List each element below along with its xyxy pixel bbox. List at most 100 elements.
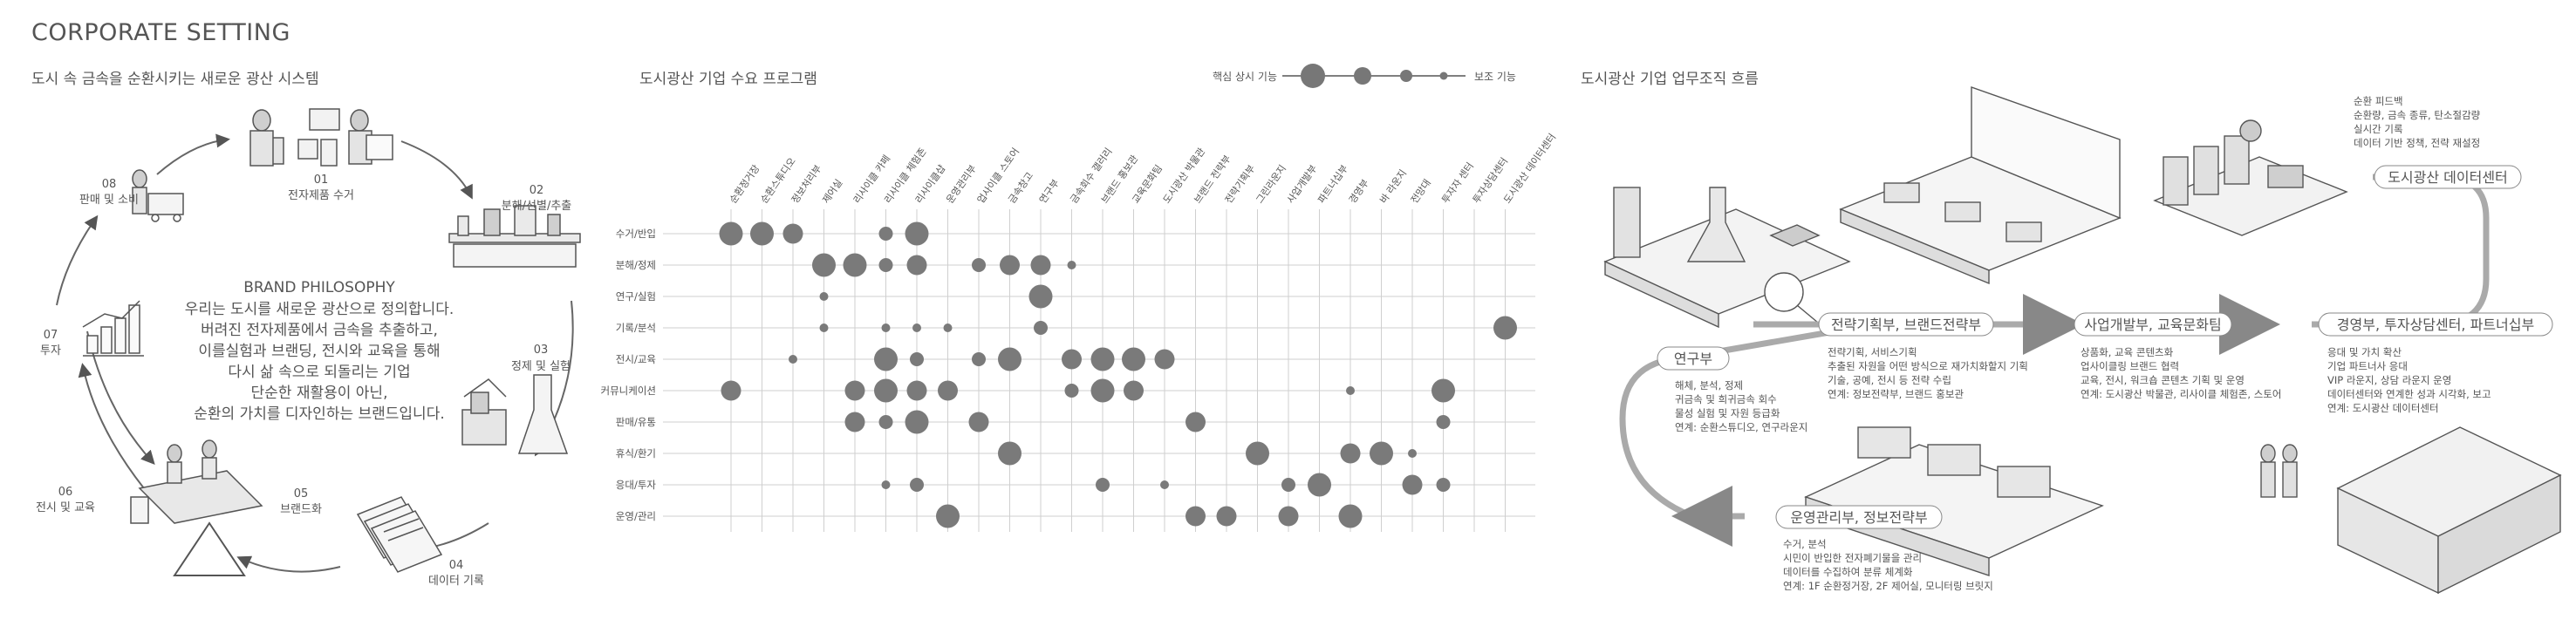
flow-arrows	[1619, 174, 2490, 520]
column-label: 도시광산 데이터센터	[1501, 132, 1558, 206]
business-desc: 교육, 전시, 워크숍 콘텐츠 기획 및 운영	[2081, 374, 2245, 386]
matrix-bubbles	[719, 221, 1517, 528]
legend-dot-smallest	[1439, 71, 1448, 80]
column-label: 투자자 센터	[1439, 160, 1476, 206]
matrix-bubble	[874, 378, 898, 403]
matrix-bubble	[819, 323, 829, 332]
column-label: 브랜드 홍보관	[1098, 153, 1140, 206]
column-label: 사업개발부	[1285, 163, 1320, 206]
sales-illustration	[132, 169, 184, 222]
column-label: 파트너십부	[1315, 163, 1350, 206]
matrix-bubble	[881, 323, 891, 332]
management-desc: 데이터센터와 연계한 성과 시각화, 보고	[2327, 388, 2491, 400]
node-datacenter-label: 도시광산 데이터센터	[2388, 169, 2508, 186]
matrix-bubble	[844, 412, 865, 432]
step-05-label: 브랜드화	[280, 503, 322, 516]
operation-desc: 시민이 반입한 전자폐기물을 관리	[1783, 552, 1922, 564]
node-strategy-label: 전략기획부, 브랜드전략부	[1831, 317, 1981, 333]
step-06-label: 전시 및 교육	[36, 501, 95, 514]
data-records-illustration	[356, 496, 443, 573]
management-desc: VIP 라운지, 상담 라운지 운영	[2327, 374, 2451, 386]
matrix-bubble	[905, 221, 929, 246]
node-operation-box	[1775, 505, 1943, 529]
matrix-bubble	[878, 415, 893, 429]
exhibition-illustration	[130, 439, 263, 576]
philosophy-line: 이를실험과 브랜딩, 전시와 교육을 통해	[198, 343, 440, 360]
matrix-bubble	[819, 292, 829, 301]
page-title: CORPORATE SETTING	[31, 19, 290, 46]
lab-illustration	[1603, 187, 1851, 329]
step-01-label: 전자제품 수거	[288, 189, 354, 202]
step-02-num: 02	[530, 184, 544, 197]
matrix-bubble	[1030, 255, 1051, 276]
cycle-arrows	[56, 133, 574, 573]
matrix-bubble	[1216, 506, 1237, 527]
column-label: 리사이클 카페	[851, 153, 892, 206]
flow-nodes: 연구부 전략기획부, 브랜드전략부 사업개발부, 교육문화팀 경영부, 투자상담…	[1657, 165, 2553, 529]
matrix-bubble	[878, 258, 893, 272]
node-business-label: 사업개발부, 교육문화팀	[2084, 317, 2221, 333]
matrix-bubble	[910, 478, 924, 492]
business-desc: 상품화, 교육 콘텐츠화	[2081, 346, 2174, 358]
extraction-illustration	[448, 205, 581, 268]
node-research-box	[1657, 346, 1730, 371]
cycle-section-title: 도시 속 금속을 순환시키는 새로운 광산 시스템	[31, 71, 319, 88]
column-label: 전망대	[1409, 177, 1433, 205]
legend-dot-medium	[1354, 67, 1371, 85]
matrix-bubble	[881, 480, 891, 489]
strategy-desc: 연계: 정보전략부, 브랜드 홍보관	[1828, 388, 1964, 400]
matrix-bubble	[1124, 380, 1144, 401]
column-label: 리사이클샵	[913, 163, 948, 206]
node-business-box	[2074, 312, 2232, 337]
matrix-bubble	[1090, 378, 1115, 403]
business-desc: 업사이클링 브랜드 협력	[2081, 360, 2179, 372]
column-label: 운영관리부	[944, 163, 979, 206]
matrix-bubble	[1370, 441, 1393, 466]
column-label: 리사이클 체험존	[882, 146, 928, 205]
column-label: 정보처리부	[789, 163, 824, 206]
matrix-bubble	[1408, 449, 1417, 458]
matrix-bubble	[905, 410, 929, 434]
step-03-num: 03	[534, 344, 549, 357]
philosophy-line: 우리는 도시를 새로운 광산으로 정의합니다.	[185, 301, 454, 318]
research-desc: 귀금속 및 희귀금속 회수	[1675, 393, 1777, 405]
step-04-num: 04	[449, 559, 464, 572]
matrix-bubble	[1028, 284, 1053, 309]
column-label: 연구부	[1037, 177, 1062, 205]
matrix-section-title: 도시광산 기업 수요 프로그램	[639, 71, 817, 88]
office-illustration	[1839, 86, 2122, 285]
datacenter-desc: 데이터 기반 정책, 전략 재설정	[2354, 137, 2480, 149]
matrix-bubble	[782, 223, 803, 244]
matrix-bubble	[1062, 349, 1082, 370]
matrix-bubble	[1000, 255, 1020, 276]
matrix-bubble	[943, 323, 953, 332]
matrix-bubble	[998, 347, 1022, 371]
research-desc: 물성 실험 및 자원 등급화	[1675, 407, 1780, 419]
matrix-bubble	[1034, 321, 1048, 335]
strategy-desc: 추출된 자원을 어떤 방식으로 재가치화할지 기획	[1828, 360, 2028, 372]
matrix-bubble	[910, 352, 924, 366]
matrix-bubble	[1122, 347, 1145, 371]
matrix-bubble	[719, 221, 743, 246]
matrix-bubble	[1402, 474, 1423, 495]
node-management-box	[2318, 312, 2553, 337]
operation-desc: 수거, 분석	[1783, 538, 1827, 550]
legend-core-label: 핵심 상시 기능	[1213, 71, 1277, 83]
flow-descriptions: 해체, 분석, 정제 귀금속 및 희귀금속 회수 물성 실험 및 자원 등급화 …	[1675, 95, 2491, 592]
node-operation-label: 운영관리부, 정보전략부	[1790, 509, 1927, 526]
column-label: 제어실	[820, 177, 844, 205]
matrix-bubble	[1186, 412, 1206, 432]
matrix-bubble	[1346, 386, 1355, 395]
matrix-bubble	[1436, 415, 1451, 429]
matrix-bubble	[1154, 349, 1175, 370]
matrix-bubble	[1281, 478, 1295, 492]
column-label: 업사이클 스토어	[975, 146, 1022, 205]
matrix-bubble	[1246, 441, 1269, 466]
matrix-bubble	[998, 441, 1022, 466]
strategy-desc: 전략기획, 서비스기획	[1828, 346, 1917, 358]
matrix-grid	[663, 209, 1535, 532]
matrix-bubble	[789, 355, 797, 364]
research-desc: 해체, 분석, 정제	[1675, 379, 1743, 391]
management-desc: 기업 파트너사 응대	[2327, 360, 2408, 372]
